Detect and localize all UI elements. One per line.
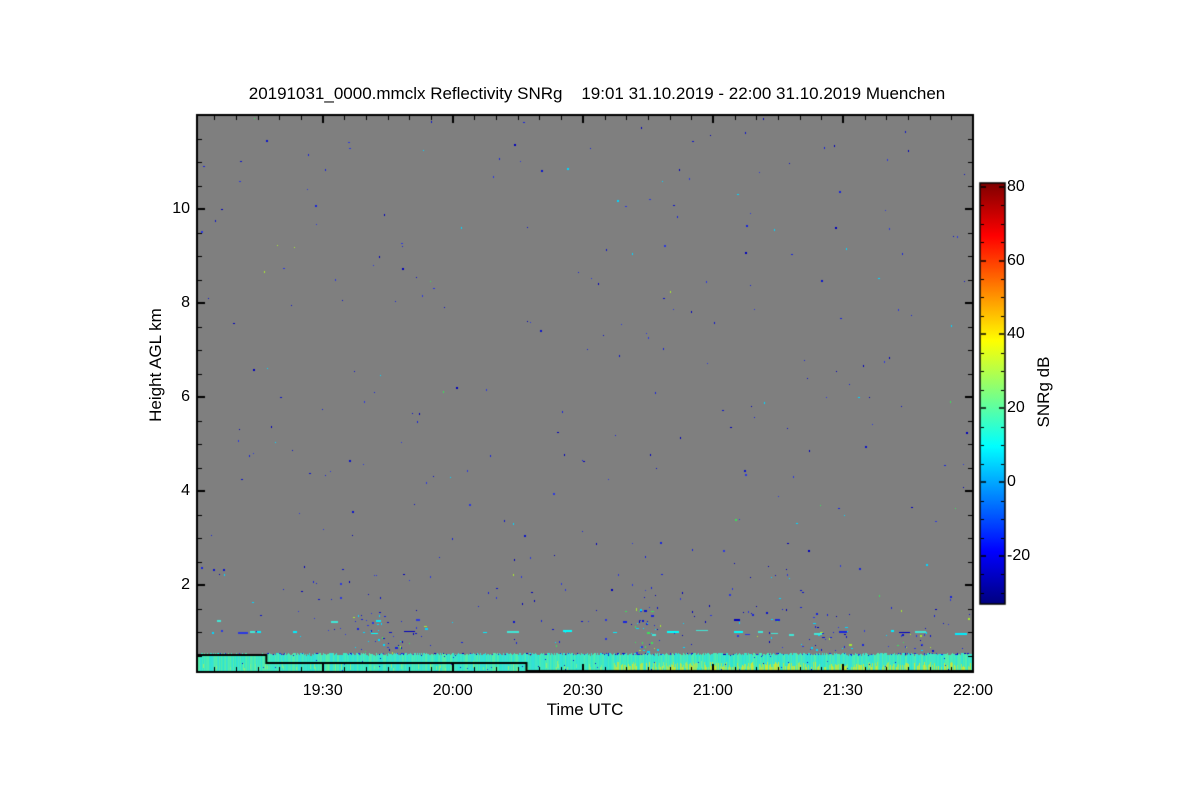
y-tick-label: 8 [181,294,190,312]
colorbar-tick-label: 80 [1007,177,1025,195]
y-tick-label: 2 [181,576,190,594]
x-axis-title: Time UTC [546,700,624,719]
x-tick-label: 20:00 [432,682,473,699]
x-tick-label: 22:00 [952,682,994,699]
y-tick-label: 4 [181,482,190,500]
x-tick-label: 21:00 [692,682,733,699]
x-tick-label: 19:30 [302,682,343,699]
y-tick-label: 10 [172,200,190,217]
colorbar-tick-label: 20 [1007,399,1025,417]
colorbar-tick-label: 40 [1007,325,1025,343]
x-tick-label: 21:30 [822,682,863,699]
colorbar-tick-label: 60 [1007,251,1025,269]
chart-title: 20191031_0000.mmclx Reflectivity SNRg 19… [248,84,946,103]
colorbar-tick-label: 0 [1007,473,1016,491]
y-tick-label: 6 [181,388,190,406]
colorbar-tick-label: -20 [1007,546,1031,564]
x-tick-label: 20:30 [562,682,603,699]
